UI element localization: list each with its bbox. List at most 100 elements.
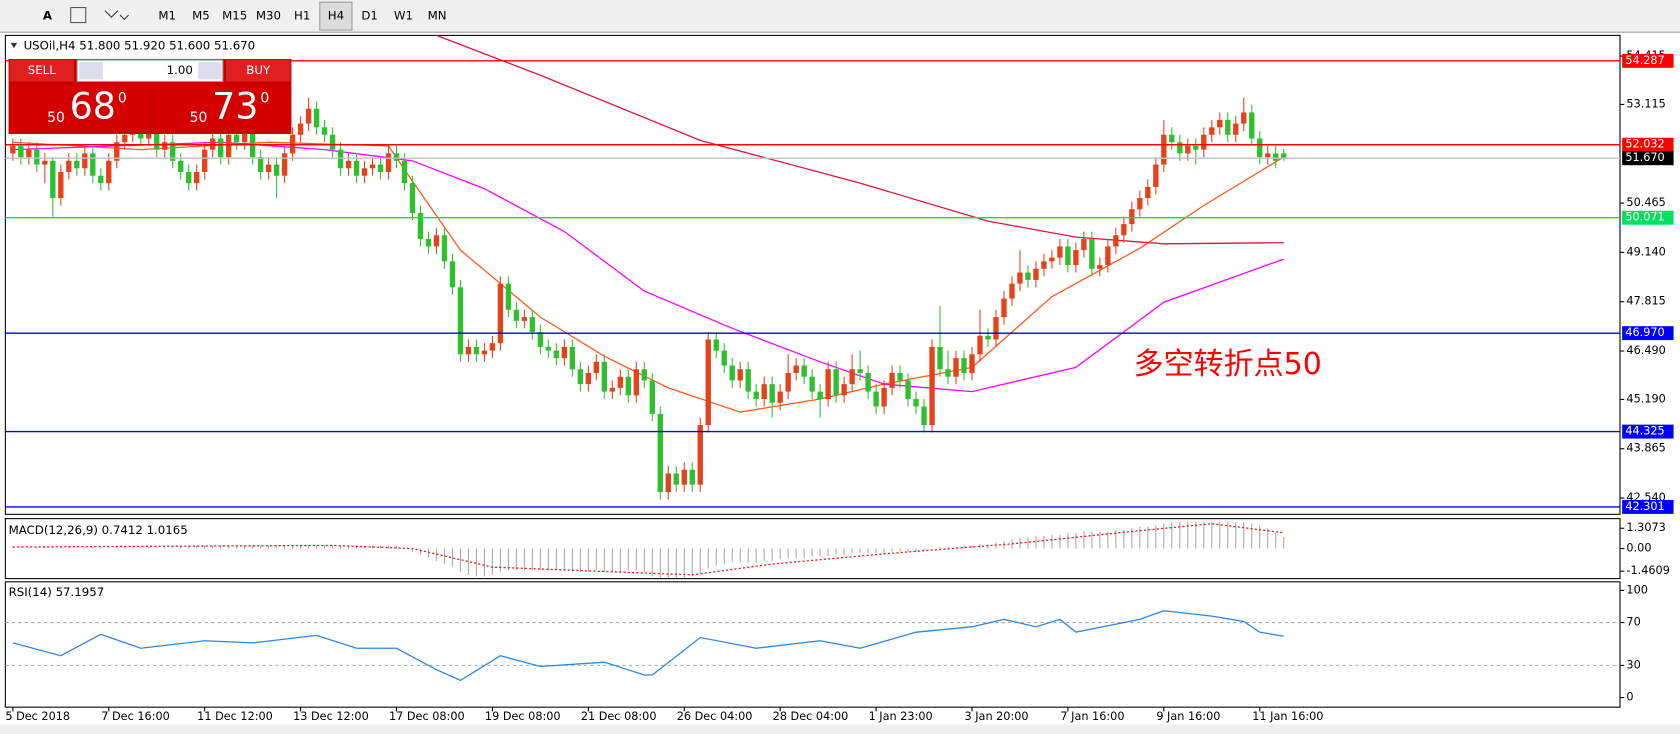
bid-prefix: 50 bbox=[47, 110, 65, 126]
level-label-bg bbox=[1622, 326, 1674, 341]
text-tool[interactable]: A bbox=[43, 9, 53, 23]
candle-body bbox=[257, 157, 264, 172]
candle-body bbox=[178, 160, 184, 172]
candle-body bbox=[593, 361, 600, 373]
y-tick-label: 50.465 bbox=[1626, 196, 1665, 209]
candle-body bbox=[1145, 186, 1151, 199]
candle-body bbox=[154, 131, 160, 150]
candle-body bbox=[1049, 257, 1055, 262]
candle-body bbox=[146, 131, 152, 139]
candle-body bbox=[1233, 123, 1239, 135]
candle-body bbox=[1097, 265, 1103, 269]
bid-box[interactable] bbox=[9, 84, 149, 133]
candle-body bbox=[889, 372, 895, 388]
y-tick-label: 0.00 bbox=[1626, 542, 1651, 555]
candle-body bbox=[26, 149, 32, 158]
y-tick-label: 53.115 bbox=[1626, 97, 1665, 110]
candle-body bbox=[106, 160, 112, 184]
shapes-tool[interactable] bbox=[104, 10, 129, 21]
level-label-bg bbox=[1622, 499, 1674, 514]
candle-body bbox=[265, 164, 272, 172]
candle-body bbox=[1281, 153, 1287, 159]
candle-body bbox=[297, 123, 304, 135]
timeframe-button[interactable]: M1 bbox=[158, 9, 176, 23]
candle-body bbox=[1089, 238, 1095, 269]
candle-body bbox=[929, 346, 935, 426]
candle-body bbox=[186, 171, 192, 184]
candle-body bbox=[34, 149, 40, 165]
candle-body bbox=[689, 469, 695, 485]
candle-body bbox=[241, 131, 248, 143]
candle-body bbox=[969, 354, 975, 373]
lot-down[interactable] bbox=[79, 62, 103, 80]
candle-body bbox=[585, 372, 592, 385]
timeframe-button[interactable]: H1 bbox=[294, 9, 310, 23]
candle-body bbox=[337, 149, 344, 169]
candle-body bbox=[921, 406, 927, 426]
candle-body bbox=[769, 384, 775, 403]
candle-body bbox=[977, 335, 983, 355]
sell-label[interactable]: SELL bbox=[28, 63, 56, 77]
y-tick-label: 45.190 bbox=[1626, 392, 1665, 405]
timeframes: M1 M5 M15 M30 H1 H4 D1 W1 MN bbox=[158, 1, 447, 31]
x-tick-label: 7 Dec 16:00 bbox=[101, 710, 170, 723]
candle-body bbox=[369, 164, 376, 169]
candle-body bbox=[881, 387, 887, 407]
y-tick-label: 1.3073 bbox=[1626, 521, 1665, 534]
candle-body bbox=[553, 350, 560, 359]
candle-body bbox=[74, 160, 80, 169]
x-tick-label: 7 Jan 16:00 bbox=[1060, 710, 1124, 723]
candle-body bbox=[329, 134, 336, 150]
candle-body bbox=[545, 346, 552, 351]
timeframe-button[interactable]: M15 bbox=[222, 9, 247, 23]
candle-body bbox=[1137, 198, 1143, 210]
buy-label[interactable]: BUY bbox=[246, 63, 271, 77]
timeframe-button[interactable]: M30 bbox=[256, 9, 281, 23]
candle-body bbox=[641, 369, 647, 381]
y-tick-label: 47.815 bbox=[1626, 295, 1665, 308]
candle-body bbox=[1225, 119, 1231, 135]
lot-up[interactable] bbox=[198, 62, 222, 80]
candle-body bbox=[393, 153, 400, 161]
candle-body bbox=[1017, 272, 1023, 284]
candle-body bbox=[993, 317, 999, 340]
candle-body bbox=[481, 350, 488, 355]
rsi-chart: 100 70 30 0 bbox=[5, 583, 1648, 704]
candle-body bbox=[1129, 209, 1135, 225]
candle-body bbox=[1169, 134, 1175, 143]
x-tick-label: 17 Dec 08:00 bbox=[389, 710, 465, 723]
timeframe-button[interactable]: M5 bbox=[192, 9, 210, 23]
candle-body bbox=[273, 164, 280, 176]
candle-body bbox=[42, 160, 48, 165]
candle-body bbox=[505, 283, 512, 310]
candle-body bbox=[98, 175, 104, 184]
candle-body bbox=[401, 160, 408, 184]
lot-field[interactable] bbox=[76, 59, 224, 83]
candle-body bbox=[673, 473, 679, 485]
buy-button[interactable] bbox=[226, 60, 291, 82]
level-label: 52.032 bbox=[1625, 138, 1664, 151]
candle-body bbox=[761, 384, 767, 400]
sell-button[interactable] bbox=[9, 60, 74, 82]
candle-body bbox=[162, 142, 168, 150]
timeframe-button[interactable]: D1 bbox=[361, 9, 378, 23]
rsi-title: RSI(14) 57.1957 bbox=[9, 585, 105, 599]
candle-body bbox=[321, 127, 328, 135]
timeframe-button[interactable]: MN bbox=[428, 9, 447, 23]
candle-body bbox=[905, 380, 911, 400]
candle-body bbox=[1265, 153, 1271, 158]
candle-body bbox=[114, 142, 120, 161]
timeframe-button[interactable]: H4 bbox=[328, 9, 344, 23]
candle-body bbox=[345, 160, 352, 169]
label-tool[interactable] bbox=[70, 7, 87, 24]
moving-average bbox=[436, 34, 1284, 245]
lot-value[interactable]: 1.00 bbox=[167, 63, 193, 77]
timeframe-button[interactable]: W1 bbox=[394, 9, 413, 23]
candle-body bbox=[785, 372, 791, 392]
ask-box[interactable] bbox=[152, 84, 291, 133]
candle-body bbox=[713, 339, 719, 351]
level-label: 42.301 bbox=[1625, 500, 1664, 513]
x-tick-label: 3 Jan 20:00 bbox=[965, 710, 1029, 723]
candle-body bbox=[417, 212, 424, 239]
